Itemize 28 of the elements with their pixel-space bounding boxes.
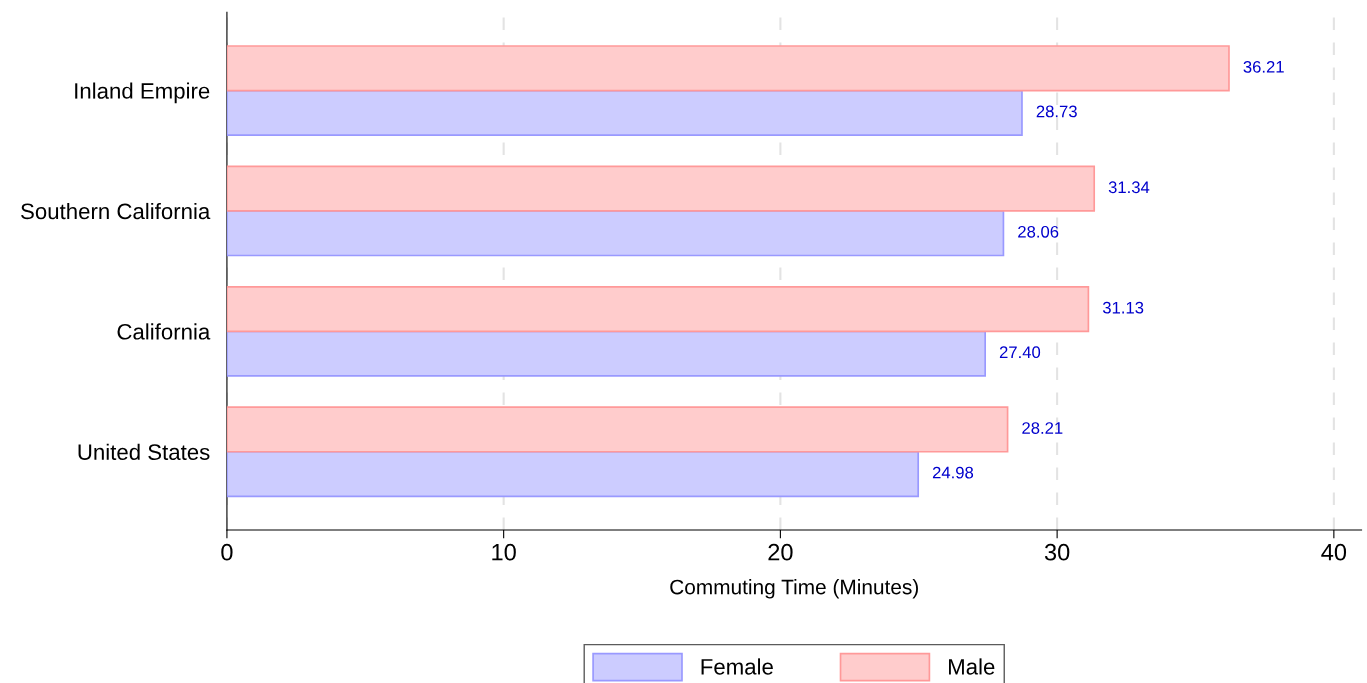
bar (226, 89, 1023, 136)
data-label: 28.21 (1022, 422, 1063, 434)
data-label: 28.06 (1018, 225, 1059, 238)
bar (226, 210, 1005, 257)
data-label: 31.34 (1108, 181, 1150, 194)
x-tick-label: 10 (492, 543, 516, 561)
bar (226, 406, 1009, 453)
data-label: 24.98 (932, 466, 974, 479)
x-tick-label: 40 (1321, 543, 1347, 561)
legend-label: Female (701, 658, 773, 675)
y-tick-label: California (117, 323, 211, 340)
data-label: 36.21 (1243, 60, 1284, 73)
y-tick-label: Southern California (21, 202, 211, 220)
data-label: 28.73 (1036, 105, 1077, 118)
bar (226, 165, 1096, 212)
x-tick-label: 20 (768, 543, 793, 561)
data-label: 27.40 (999, 346, 1041, 359)
bar (226, 330, 987, 377)
bar (226, 45, 1230, 92)
x-tick-label: 30 (1044, 543, 1070, 561)
y-tick-label: Inland Empire (75, 82, 210, 104)
bar (226, 285, 1090, 333)
bar (226, 450, 920, 498)
x-tick-label: 0 (221, 543, 233, 561)
y-tick-label: United States (78, 443, 210, 461)
x-axis-title: Commuting Time (Minutes) (670, 579, 918, 599)
legend-label: Male (949, 658, 995, 675)
data-label: 31.13 (1102, 301, 1144, 314)
